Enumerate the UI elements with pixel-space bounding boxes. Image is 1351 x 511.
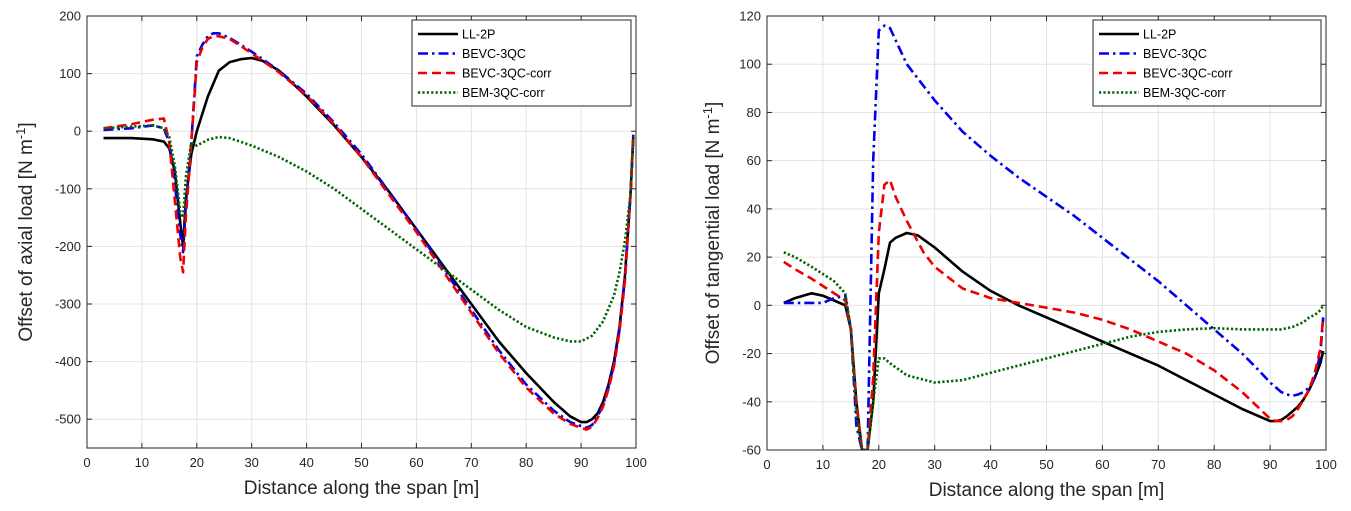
x-tick-label: 90 <box>574 455 588 470</box>
x-tick-label: 0 <box>83 455 90 470</box>
series-line-bem-3qc-corr <box>783 251 1325 450</box>
series-line-bevc-3qc <box>103 31 635 430</box>
x-tick-label: 80 <box>519 455 533 470</box>
x-tick-label: 10 <box>816 457 830 472</box>
y-tick-label: 0 <box>74 124 81 139</box>
x-tick-label: 40 <box>299 455 313 470</box>
y-tick-label: 200 <box>59 9 81 24</box>
x-tick-label: 100 <box>625 455 647 470</box>
y-axis-label: Offset of tangential load [N m-1] <box>700 102 724 365</box>
x-axis-label: Distance along the span [m] <box>929 480 1165 501</box>
x-tick-label: 100 <box>1315 457 1337 472</box>
legend: LL-2P BEVC-3QC BEVC-3QC-corr BEM-3QC-corr <box>411 19 632 107</box>
x-tick-label: 80 <box>1207 457 1221 472</box>
x-tick-label: 20 <box>872 457 886 472</box>
legend-entry-label: LL-2P <box>1143 28 1176 42</box>
legend-entry-label: BEVC-3QC <box>1143 47 1207 61</box>
y-tick-label: 120 <box>739 9 761 24</box>
x-tick-label: 90 <box>1263 457 1277 472</box>
x-tick-label: 10 <box>135 455 149 470</box>
series-line-ll-2p <box>783 231 1325 450</box>
y-tick-label: -300 <box>55 297 81 312</box>
legend-entry-label: LL-2P <box>462 28 495 42</box>
legend: LL-2P BEVC-3QC BEVC-3QC-corr BEM-3QC-corr <box>1092 19 1322 107</box>
series-line-bevc-3qc-corr <box>783 178 1325 450</box>
axial-load-chart: 0 10 20 30 40 50 60 70 80 90 100 -500 -400 -300 -200 -1… <box>13 9 647 500</box>
x-tick-label: 50 <box>1039 457 1053 472</box>
x-tick-label: 50 <box>354 455 368 470</box>
y-tick-label: -40 <box>742 394 761 409</box>
legend-entry-label: BEM-3QC-corr <box>462 86 545 100</box>
series-line-bevc-3qc-corr <box>103 34 635 431</box>
x-axis-label: Distance along the span [m] <box>244 478 480 499</box>
x-tick-label: 30 <box>927 457 941 472</box>
y-tick-label: -400 <box>55 354 81 369</box>
y-tick-label: -100 <box>55 181 81 196</box>
x-tick-label: 30 <box>244 455 258 470</box>
legend-entry-label: BEVC-3QC <box>462 47 526 61</box>
y-tick-label: 100 <box>59 66 81 81</box>
x-tick-label: 40 <box>983 457 997 472</box>
y-axis-label: Offset of axial load [N m-1] <box>13 122 37 341</box>
y-tick-label: 100 <box>739 57 761 72</box>
tangential-load-chart: 0 10 20 30 40 50 60 70 80 90 100 -60 -40 -20 0 20 40 60 80… <box>700 9 1337 502</box>
legend-entry-label: BEVC-3QC-corr <box>462 67 552 81</box>
x-tick-label: 70 <box>464 455 478 470</box>
y-tick-label: 0 <box>754 298 761 313</box>
x-tick-label: 20 <box>190 455 204 470</box>
y-tick-label: -200 <box>55 239 81 254</box>
y-tick-label: 80 <box>747 105 761 120</box>
y-tick-label: -20 <box>742 346 761 361</box>
y-tick-label: 60 <box>747 153 761 168</box>
y-tick-label: 40 <box>747 201 761 216</box>
y-tick-label: -60 <box>742 443 761 458</box>
y-tick-label: 20 <box>747 250 761 265</box>
x-tick-label: 0 <box>763 457 770 472</box>
legend-entry-label: BEM-3QC-corr <box>1143 86 1226 100</box>
y-tick-label: -500 <box>55 412 81 427</box>
x-tick-label: 60 <box>409 455 423 470</box>
x-tick-label: 70 <box>1151 457 1165 472</box>
x-tick-label: 60 <box>1095 457 1109 472</box>
legend-entry-label: BEVC-3QC-corr <box>1143 67 1233 81</box>
